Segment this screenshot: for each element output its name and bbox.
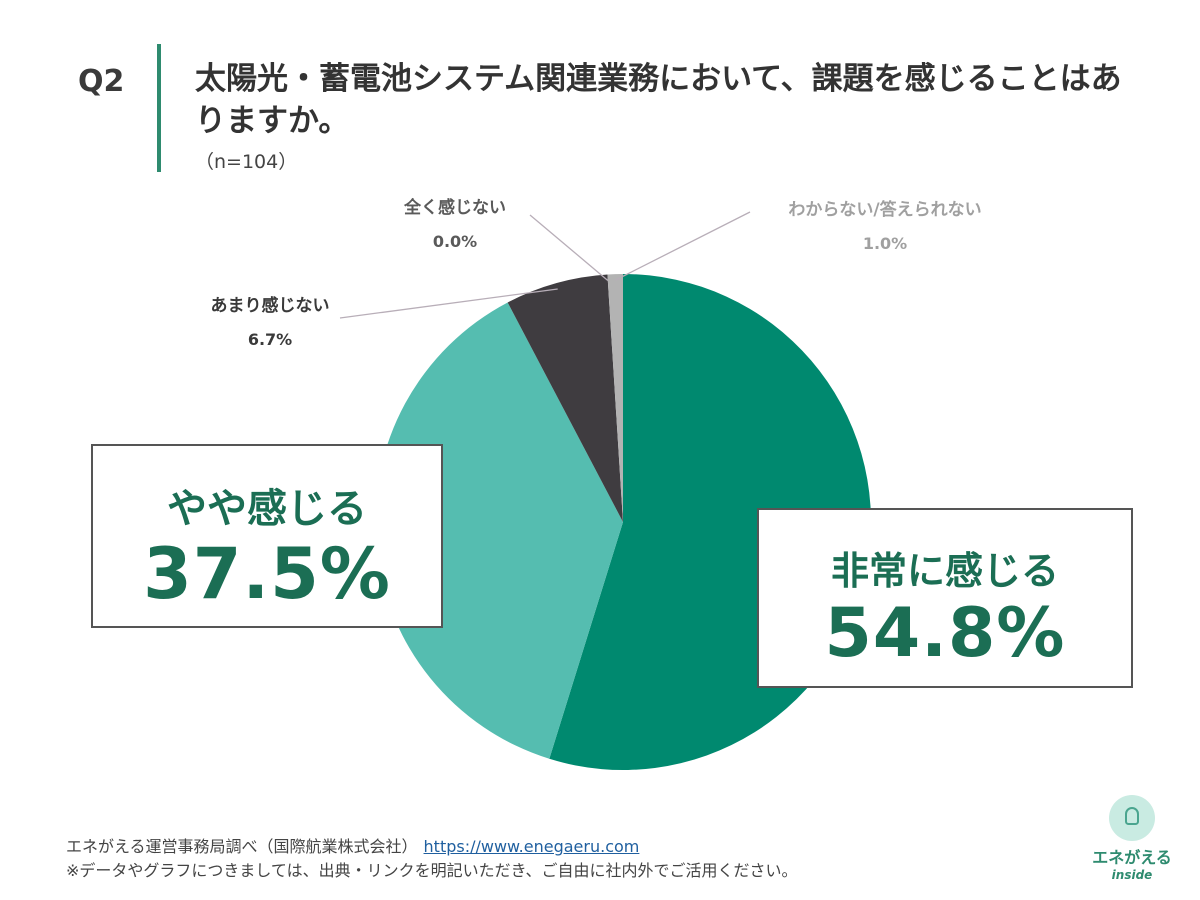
source-link[interactable]: https://www.enegaeru.com — [423, 837, 640, 856]
logo: エネがえる inside — [1086, 795, 1178, 885]
pie-slice-yaya — [375, 302, 623, 759]
accent-bar — [157, 44, 161, 172]
leader-line-wakaranai — [615, 211, 751, 281]
pie-slice-wakaranai — [607, 274, 623, 522]
label-hijou-value: 54.8% — [824, 594, 1066, 673]
callout-zenkuku-value: 0.0% — [432, 232, 478, 251]
callout-amari-value: 6.7% — [247, 330, 293, 349]
label-yaya-category: やや感じる — [167, 486, 367, 532]
logo-name: エネがえる — [1092, 848, 1172, 867]
source-text: エネがえる運営事務局調べ（国際航業株式会社） — [66, 837, 418, 856]
question-number: Q2 — [78, 64, 125, 99]
callout-wakaranai-value: 1.0% — [862, 234, 908, 253]
callout-amari-label: あまり感じない — [210, 296, 330, 316]
leader-line-amari — [339, 288, 558, 319]
label-yaya-value: 37.5% — [143, 533, 391, 615]
callout-amari: あまり感じない 6.7% — [180, 296, 360, 350]
leader-line-zenkuku — [529, 214, 609, 281]
pie-slice-amari — [507, 274, 623, 522]
source-line: エネがえる運営事務局調べ（国際航業株式会社） https://www.enegae… — [66, 833, 639, 857]
callout-zenkuku: 全く感じない 0.0% — [380, 198, 530, 252]
label-hijou-category: 非常に感じる — [830, 549, 1059, 593]
callout-wakaranai-label: わからない/答えられない — [788, 200, 982, 220]
logo-sub: inside — [1111, 868, 1153, 882]
sample-size: （n=104） — [195, 151, 298, 173]
callout-zenkuku-label: 全く感じない — [404, 198, 506, 218]
question-title: 太陽光・蓄電池システム関連業務において、課題を感じることはありますか。 — [195, 61, 1122, 139]
callout-wakaranai: わからない/答えられない 1.0% — [745, 200, 1025, 254]
label-box-hijou: 非常に感じる 54.8% — [757, 508, 1133, 688]
usage-note: ※データやグラフにつきましては、出典・リンクを明記いただき、ご自由に社内外でご活… — [66, 861, 798, 880]
label-box-yaya: やや感じる 37.5% — [91, 444, 443, 628]
lightbulb-icon — [1109, 795, 1155, 841]
